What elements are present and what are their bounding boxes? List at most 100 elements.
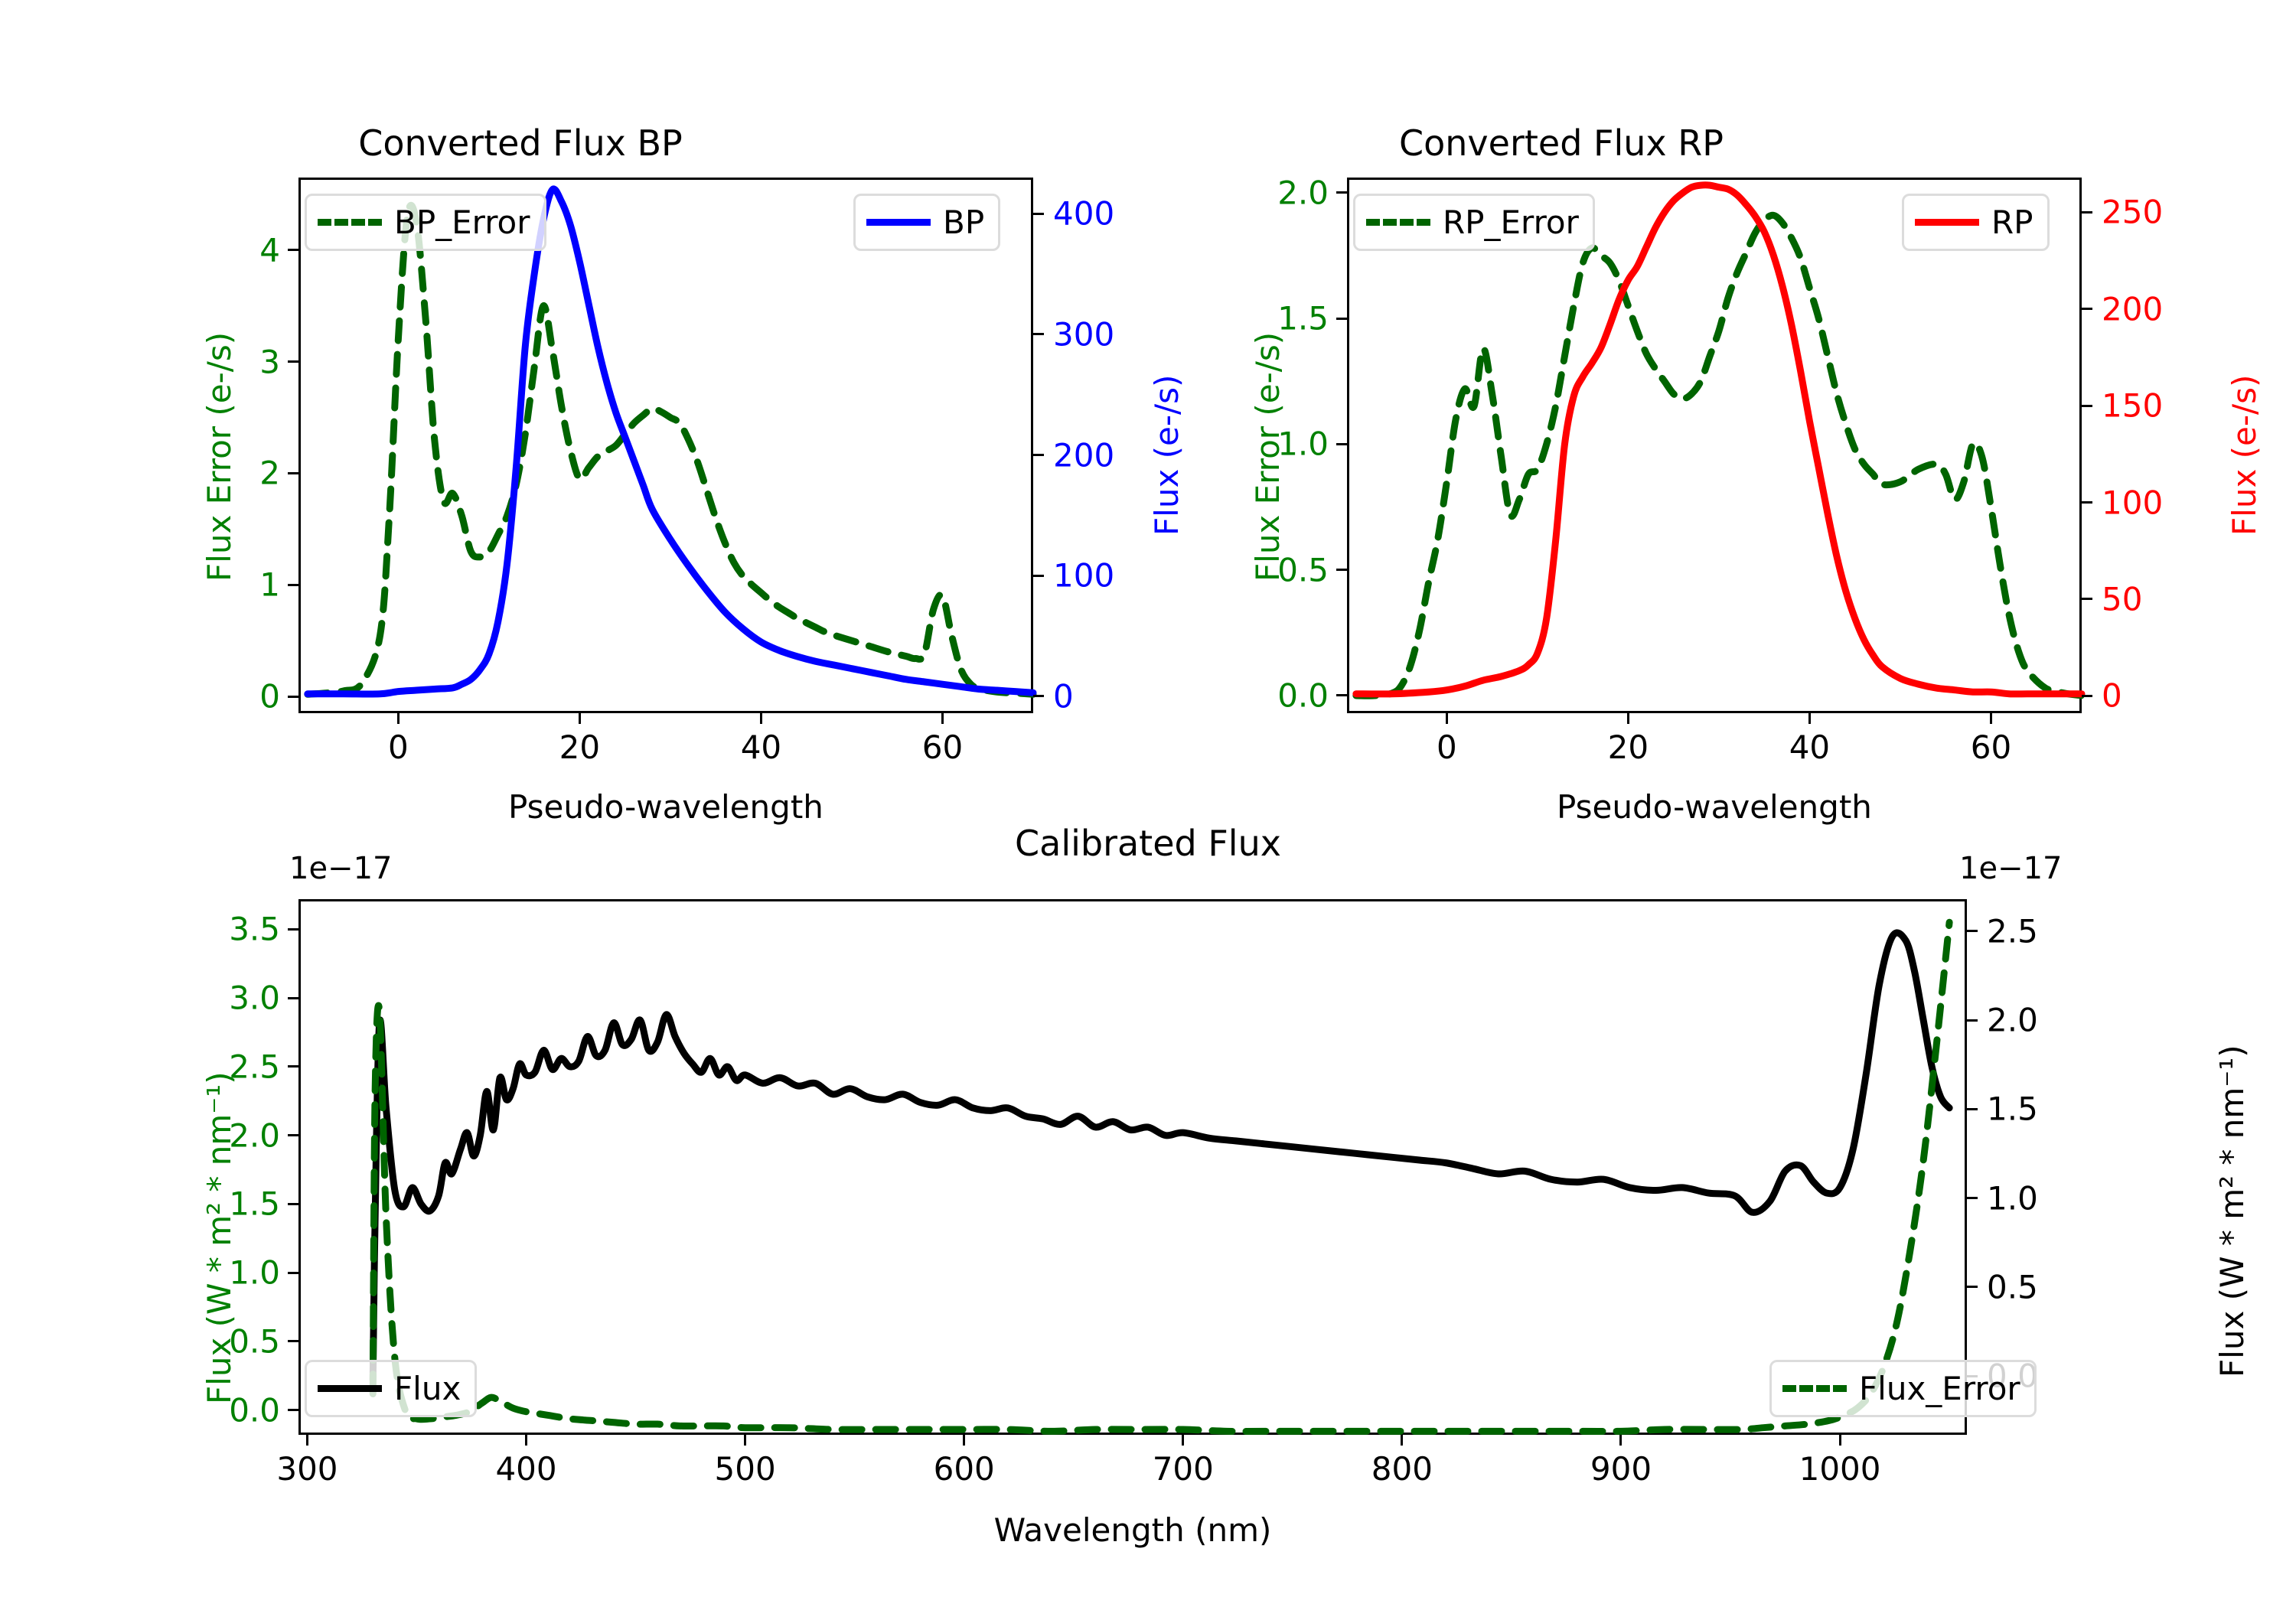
x-tickmark: [396, 713, 400, 724]
y-tickmark-right: [1967, 930, 1978, 933]
y-tick-label-left: 0.0: [229, 1391, 280, 1429]
y-tick-label-left: 2.5: [229, 1048, 280, 1086]
y-tickmark-left: [288, 1065, 298, 1068]
y-tick-label-right: 0: [2102, 676, 2122, 715]
y-tick-label-left: 3.0: [229, 979, 280, 1017]
x-tickmark: [1401, 1435, 1404, 1446]
y-tick-label-right: 0.5: [1987, 1268, 2038, 1306]
y-tick-label-left: 4: [259, 231, 280, 269]
bp-ylabel-left: Flux Error (e-/s): [201, 331, 238, 582]
y-tick-label-right: 1.5: [1987, 1090, 2038, 1128]
y-tickmark-left: [288, 249, 298, 252]
x-tick-label: 300: [276, 1450, 338, 1488]
rp-line-swatch: [1915, 219, 1979, 226]
y-tickmark-right: [1033, 454, 1044, 457]
y-tick-label-left: 1.0: [229, 1253, 280, 1292]
y-tickmark-left: [288, 996, 298, 999]
y-tick-label-left: 2.0: [1277, 174, 1329, 212]
x-tick-label: 500: [714, 1450, 776, 1488]
calibrated-xlabel: Wavelength (nm): [993, 1511, 1272, 1549]
flux-error-line-swatch: [1782, 1385, 1847, 1392]
y-tickmark-left: [288, 1340, 298, 1343]
y-tickmark-left: [288, 583, 298, 586]
x-tickmark: [1619, 1435, 1623, 1446]
rp-legend-flux-label: RP: [1991, 204, 2033, 241]
rp-legend-error-label: RP_Error: [1443, 204, 1579, 241]
y-tickmark-left: [1336, 191, 1347, 194]
rp-xlabel: Pseudo-wavelength: [1557, 788, 1872, 826]
y-tickmark-right: [1967, 1286, 1978, 1289]
x-tickmark: [1626, 713, 1629, 724]
y-tick-label-right: 250: [2102, 193, 2164, 231]
calibrated-legend-flux-error[interactable]: Flux_Error: [1769, 1360, 2037, 1417]
y-tick-label-right: 200: [2102, 290, 2164, 328]
flux-line-swatch: [318, 1385, 382, 1392]
y-tick-label-right: 100: [2102, 484, 2164, 522]
bp-legend-flux-label: BP: [943, 204, 985, 241]
calibrated-exponent-left: 1e−17: [289, 851, 393, 886]
bp-line-swatch: [866, 219, 931, 226]
y-tick-label-right: 2.5: [1987, 912, 2038, 950]
y-tickmark-left: [288, 360, 298, 363]
y-tickmark-left: [288, 695, 298, 698]
bp-plot-curves: [304, 185, 1037, 698]
y-tickmark-left: [1336, 317, 1347, 320]
y-tick-label-left: 2.0: [229, 1116, 280, 1155]
x-tick-label: 1000: [1799, 1450, 1881, 1488]
y-tickmark-right: [1033, 333, 1044, 336]
x-tick-label: 700: [1152, 1450, 1214, 1488]
x-tickmark: [1182, 1435, 1185, 1446]
y-tick-label-right: 0: [1053, 677, 1074, 715]
y-tick-label-right: 150: [2102, 386, 2164, 425]
y-tickmark-left: [288, 1202, 298, 1205]
y-tick-label-left: 1: [259, 566, 280, 604]
x-tickmark: [305, 1435, 308, 1446]
y-tick-label-left: 1.5: [229, 1185, 280, 1223]
calibrated-exponent-right: 1e−17: [1959, 851, 2063, 886]
x-tickmark: [744, 1435, 747, 1446]
bp-error-line-swatch: [318, 219, 382, 226]
x-tickmark: [525, 1435, 528, 1446]
rp-error-line-swatch: [1366, 219, 1430, 226]
y-tick-label-left: 2: [259, 454, 280, 492]
rp-legend-flux[interactable]: RP: [1902, 194, 2050, 251]
y-tickmark-right: [1967, 1107, 1978, 1110]
calibrated-plot-curves: [369, 918, 1953, 1436]
y-tickmark-left: [288, 927, 298, 931]
y-tickmark-left: [288, 471, 298, 474]
x-tick-label: 20: [559, 729, 601, 766]
y-tick-label-right: 50: [2102, 580, 2143, 618]
y-tickmark-right: [1033, 695, 1044, 698]
y-tickmark-right: [1033, 574, 1044, 577]
rp-ylabel-right: Flux (e-/s): [2226, 374, 2263, 536]
y-tick-label-left: 0: [259, 677, 280, 715]
bp-legend-flux[interactable]: BP: [853, 194, 1001, 251]
x-tickmark: [1838, 1435, 1841, 1446]
y-tickmark-left: [288, 1271, 298, 1274]
y-tick-label-right: 1.0: [1987, 1179, 2038, 1217]
rp-legend-error[interactable]: RP_Error: [1353, 194, 1595, 251]
y-tickmark-right: [2082, 308, 2092, 311]
x-tick-label: 900: [1590, 1450, 1652, 1488]
bp-axes-frame: [298, 178, 1033, 713]
y-tick-label-left: 0.5: [1277, 551, 1329, 589]
bp-xlabel: Pseudo-wavelength: [508, 788, 823, 826]
y-tickmark-right: [1967, 1019, 1978, 1022]
calibrated-legend-flux-label: Flux: [394, 1370, 461, 1407]
y-tickmark-left: [1336, 694, 1347, 697]
y-tickmark-left: [288, 1134, 298, 1137]
rp-axes-frame: [1347, 178, 2082, 713]
x-tickmark: [963, 1435, 966, 1446]
calibrated-title: Calibrated Flux: [1015, 823, 1281, 864]
x-tickmark: [578, 713, 581, 724]
x-tick-label: 40: [1789, 729, 1831, 766]
y-tickmark-right: [2082, 598, 2092, 601]
rp-plot-curves: [1352, 181, 2086, 699]
calibrated-legend-flux[interactable]: Flux: [305, 1360, 478, 1417]
y-tickmark-left: [1336, 442, 1347, 445]
y-tick-label-right: 2.0: [1987, 1001, 2038, 1039]
calibrated-legend-error-label: Flux_Error: [1859, 1370, 2020, 1407]
bp-legend-error[interactable]: BP_Error: [305, 194, 546, 251]
x-tick-label: 0: [387, 729, 409, 766]
